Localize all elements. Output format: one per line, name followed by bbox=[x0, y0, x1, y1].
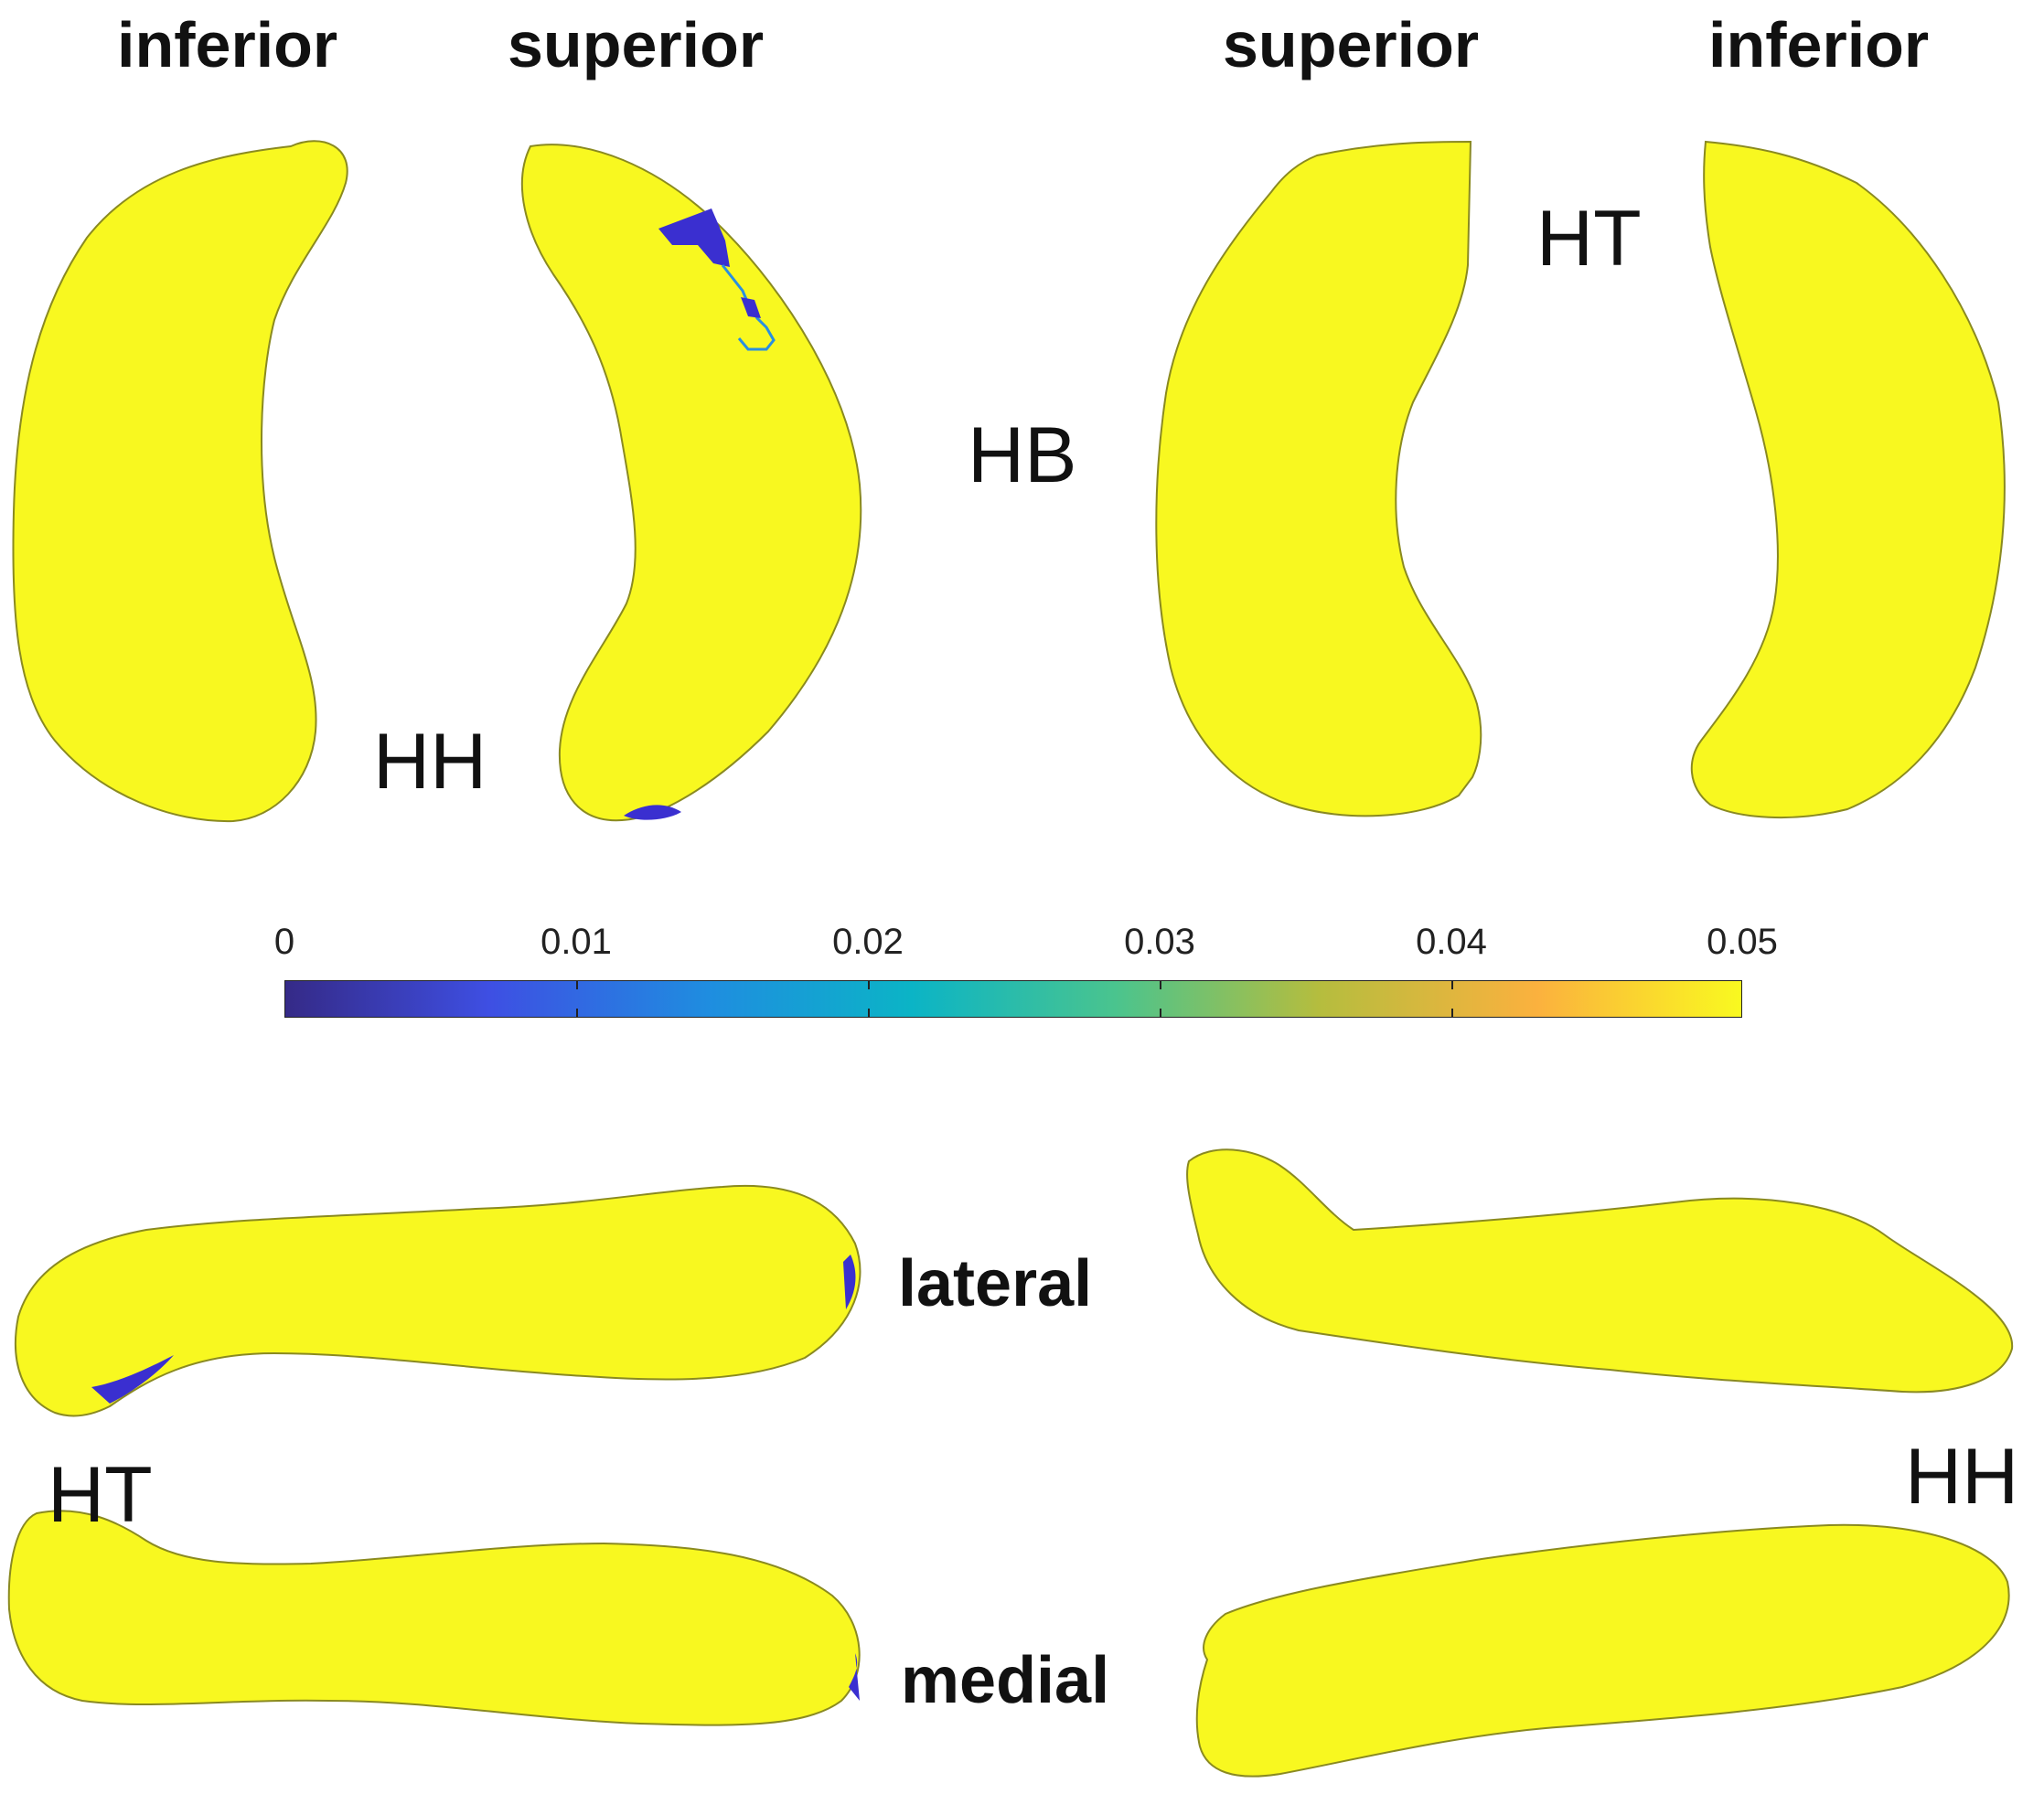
label-hh-top: HH bbox=[373, 718, 487, 806]
colorbar-tick-label: 0 bbox=[273, 922, 295, 962]
hippocampus-medial-right bbox=[1195, 1523, 2010, 1778]
colorbar-tick-mark bbox=[868, 1009, 870, 1018]
significance-patch-3 bbox=[624, 805, 681, 820]
colorbar-tick-label: 0.02 bbox=[832, 922, 904, 962]
label-inferior-left: inferior bbox=[117, 9, 338, 80]
hippocampus-superior-left bbox=[520, 144, 862, 822]
label-lateral: lateral bbox=[898, 1247, 1093, 1320]
label-hb: HB bbox=[968, 411, 1077, 499]
significance-patch-2 bbox=[741, 297, 761, 318]
label-superior-left: superior bbox=[508, 9, 765, 80]
colorbar-tick-label: 0.05 bbox=[1707, 922, 1778, 962]
colorbar-tick-label: 0.04 bbox=[1416, 922, 1487, 962]
colorbar-tick-label: 0.01 bbox=[540, 922, 612, 962]
hippocampus-inferior-left bbox=[12, 140, 348, 823]
colorbar bbox=[284, 980, 1742, 1018]
label-ht-top: HT bbox=[1536, 195, 1642, 283]
label-hh-bottom: HH bbox=[1905, 1433, 2019, 1521]
label-inferior-right: inferior bbox=[1708, 9, 1930, 80]
significance-trace bbox=[721, 264, 776, 351]
colorbar-tick-mark bbox=[868, 980, 870, 989]
colorbar-tick-mark bbox=[1160, 1009, 1161, 1018]
colorbar-tick-label: 0.03 bbox=[1124, 922, 1195, 962]
colorbar-tick-mark bbox=[1160, 980, 1161, 989]
colorbar-tick-mark bbox=[1451, 1009, 1453, 1018]
label-medial: medial bbox=[901, 1644, 1110, 1717]
colorbar-tick-mark bbox=[1451, 980, 1453, 989]
significance-patch bbox=[658, 208, 730, 267]
hippocampus-lateral-right bbox=[1186, 1148, 2014, 1394]
colorbar-tick-mark bbox=[576, 980, 578, 989]
colorbar-tick-mark bbox=[576, 1009, 578, 1018]
hippocampus-inferior-right bbox=[1690, 140, 2006, 819]
hippocampus-medial-left bbox=[7, 1510, 861, 1726]
significance-edge-medial bbox=[849, 1653, 860, 1701]
hippocampus-superior-right bbox=[1155, 140, 1482, 817]
hippocampus-lateral-left bbox=[15, 1184, 861, 1417]
significance-patch-lateral bbox=[91, 1355, 174, 1404]
significance-edge-lateral bbox=[843, 1255, 856, 1309]
label-superior-right: superior bbox=[1223, 9, 1480, 80]
label-ht-bottom: HT bbox=[48, 1451, 153, 1539]
